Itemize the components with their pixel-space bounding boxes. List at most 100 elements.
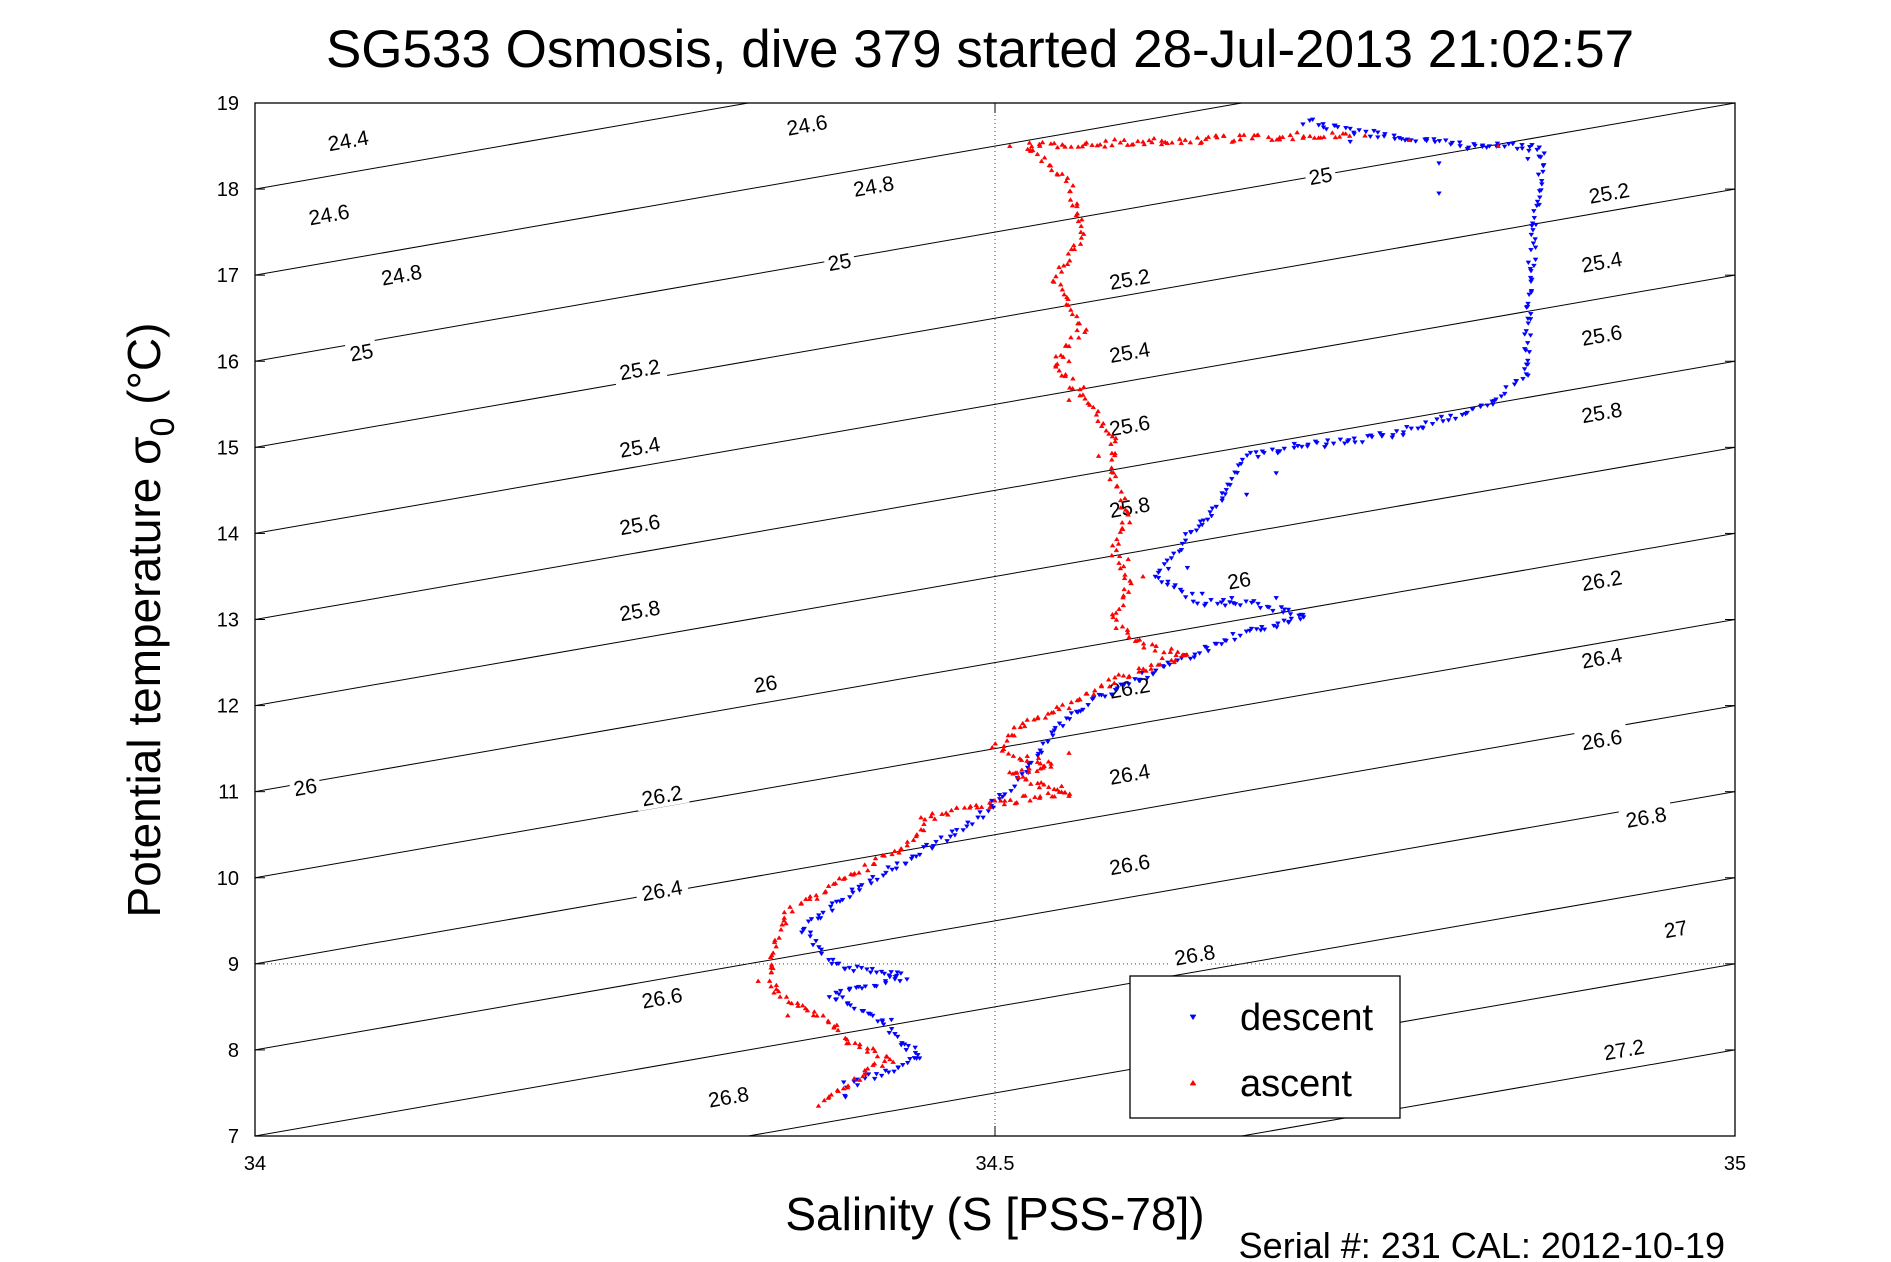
data-point xyxy=(870,1062,876,1067)
data-point xyxy=(1109,433,1116,439)
data-point xyxy=(1007,143,1013,148)
data-point xyxy=(1031,717,1037,722)
data-point xyxy=(880,873,887,879)
data-point xyxy=(1371,128,1377,134)
data-point xyxy=(873,970,880,975)
contour-label-bg xyxy=(634,873,690,906)
data-point xyxy=(1203,136,1209,141)
data-point xyxy=(992,740,999,746)
data-point xyxy=(1069,311,1076,317)
data-point xyxy=(912,1045,918,1051)
data-point xyxy=(1532,257,1539,263)
data-point xyxy=(1034,768,1040,773)
data-point xyxy=(1197,140,1204,145)
data-point xyxy=(860,1009,867,1014)
data-point xyxy=(1237,603,1244,608)
data-point xyxy=(1096,692,1102,698)
data-point xyxy=(870,1045,876,1051)
data-point xyxy=(781,917,787,923)
contour-label-text: 27 xyxy=(1662,917,1689,944)
data-point xyxy=(1057,281,1064,287)
data-point xyxy=(965,820,971,826)
data-point xyxy=(810,1012,817,1018)
contour-label: 27 xyxy=(1658,914,1693,944)
isopycnal-line xyxy=(255,274,1735,534)
data-point xyxy=(1037,766,1044,771)
data-point xyxy=(1196,651,1203,656)
data-point xyxy=(1179,541,1186,547)
data-point xyxy=(949,829,955,834)
data-point xyxy=(1069,385,1076,391)
data-point xyxy=(1193,528,1200,533)
data-point xyxy=(879,1063,886,1068)
data-point xyxy=(1530,241,1537,246)
data-point xyxy=(1079,143,1086,149)
data-point xyxy=(1125,556,1131,562)
contour-label: 25 xyxy=(1303,160,1338,190)
data-point xyxy=(1164,558,1170,564)
data-point xyxy=(1020,774,1026,779)
data-point xyxy=(1024,758,1030,763)
data-point xyxy=(1213,641,1220,647)
data-point xyxy=(944,839,950,844)
data-point xyxy=(889,851,895,857)
data-point xyxy=(1095,418,1101,423)
data-point xyxy=(887,1056,893,1062)
data-point xyxy=(879,852,886,858)
data-point xyxy=(825,883,832,888)
data-point xyxy=(1106,683,1113,689)
data-point xyxy=(922,816,928,822)
data-point xyxy=(891,848,898,853)
contour-label-bg xyxy=(1581,176,1637,209)
data-point xyxy=(1056,789,1063,794)
data-point xyxy=(909,854,916,860)
data-point xyxy=(1052,362,1059,368)
data-point xyxy=(1084,691,1090,696)
data-point xyxy=(881,971,888,977)
data-point xyxy=(1490,402,1496,407)
data-point xyxy=(1112,473,1119,479)
data-point xyxy=(800,928,807,933)
data-point xyxy=(1232,602,1239,607)
data-point xyxy=(856,884,862,890)
isopycnal-line xyxy=(255,532,1735,793)
data-point xyxy=(1122,507,1129,512)
data-point xyxy=(839,995,846,1000)
contour-label: 25.4 xyxy=(1573,244,1630,278)
data-point xyxy=(1505,142,1512,147)
data-point xyxy=(1124,630,1131,635)
contour-label-bg xyxy=(1573,722,1630,756)
data-point xyxy=(799,1002,806,1008)
contour-label-bg xyxy=(1573,318,1630,351)
data-point xyxy=(768,983,774,989)
data-point xyxy=(1521,332,1528,337)
data-point xyxy=(1528,312,1534,317)
data-point xyxy=(1035,753,1041,759)
contour-label-bg xyxy=(1596,1032,1652,1066)
data-point xyxy=(1037,143,1043,148)
data-point xyxy=(891,1069,897,1075)
data-point xyxy=(833,899,840,905)
data-point xyxy=(1296,613,1302,619)
data-point xyxy=(768,952,775,958)
chart-title: SG533 Osmosis, dive 379 started 28-Jul-2… xyxy=(326,20,1634,79)
data-point xyxy=(864,1045,871,1051)
data-point xyxy=(1150,671,1157,676)
data-point xyxy=(1529,143,1535,148)
data-point xyxy=(1363,129,1369,135)
data-point xyxy=(1531,209,1537,214)
data-point xyxy=(1375,130,1381,135)
contour-label-bg xyxy=(822,246,857,276)
data-point xyxy=(849,887,855,893)
data-point xyxy=(1247,450,1254,456)
data-point xyxy=(921,821,927,826)
data-point xyxy=(1182,538,1189,544)
data-point xyxy=(1048,167,1055,173)
data-point xyxy=(894,1034,901,1040)
data-point xyxy=(1000,746,1007,751)
contour-label-bg xyxy=(1303,160,1338,190)
data-point xyxy=(829,961,835,967)
data-point xyxy=(867,878,873,884)
data-point xyxy=(1169,140,1175,145)
data-point xyxy=(1066,358,1072,364)
